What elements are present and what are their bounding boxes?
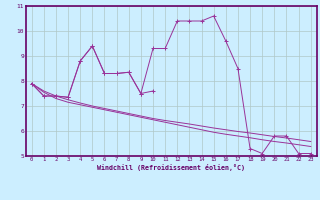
X-axis label: Windchill (Refroidissement éolien,°C): Windchill (Refroidissement éolien,°C) xyxy=(97,164,245,171)
